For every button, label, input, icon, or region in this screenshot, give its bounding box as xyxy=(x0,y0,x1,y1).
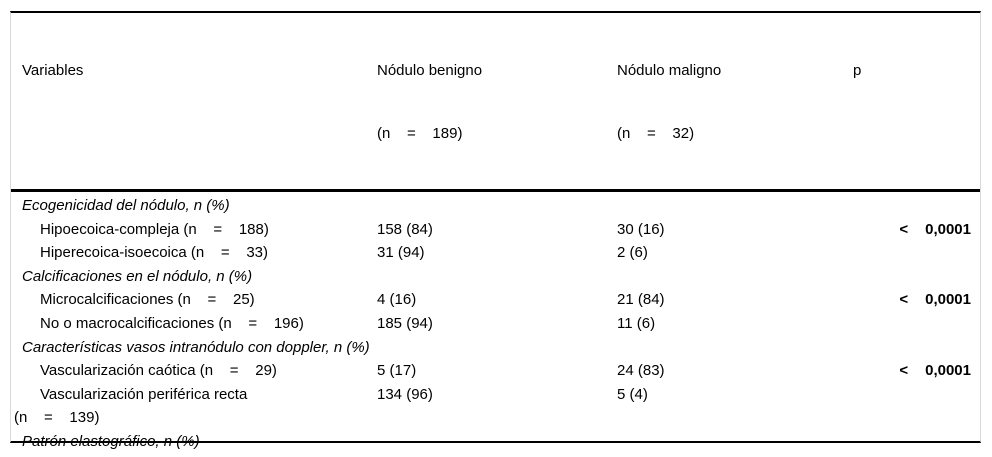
maligno-value: 24 (83) xyxy=(617,362,665,380)
row-label: Vascularización caótica (n = 29) xyxy=(40,362,277,380)
section-label: Ecogenicidad del nódulo, n (%) xyxy=(22,197,230,214)
benigno-value: 37 (55) xyxy=(377,454,617,457)
p-value-cell: <0,0001 xyxy=(842,359,980,383)
column-header-benigno-line1: Nódulo benigno xyxy=(377,62,483,79)
column-header-maligno-line1: Nódulo maligno xyxy=(617,62,722,79)
column-header-benigno-line2: (n = 189) xyxy=(377,125,463,142)
table-row-continuation: (n = 139) xyxy=(11,406,980,430)
less-than-sign: < xyxy=(899,362,909,380)
less-than-sign: < xyxy=(899,454,908,457)
column-header-maligno-line2: (n = 32) xyxy=(617,125,695,142)
maligno-value: 5 (4) xyxy=(617,385,648,403)
benigno-value: 31 (94) xyxy=(377,244,425,262)
maligno-value: 11 (6) xyxy=(617,314,656,332)
table-row: Vascularización caótica (n = 29) 5 (17) … xyxy=(11,359,980,383)
row-label: Vascularización periférica recta xyxy=(40,385,248,403)
column-header-variables: Variables xyxy=(11,18,377,186)
maligno-value: 21 (84) xyxy=(617,291,665,309)
section-row-elastografico: Patrón elastográfico, n (%) xyxy=(11,430,980,454)
maligno-value: 30 (45) xyxy=(617,454,842,457)
column-header-variables-label: Variables xyxy=(22,62,84,79)
less-than-sign: < xyxy=(899,220,909,238)
maligno-value: 30 (16) xyxy=(617,220,665,238)
p-value-cell: <0,0001 xyxy=(842,218,980,242)
section-label: Patrón elastográfico, n (%) xyxy=(22,432,200,450)
row-label: Hipoecoica-compleja (n = 188) xyxy=(40,220,269,238)
table-header-row: Variables Nódulo benigno (n = 189) Nódul… xyxy=(11,13,980,192)
row-label: Microcalcificaciones (n = 25) xyxy=(40,291,255,309)
row-label: No o macrocalcificaciones (n = 196) xyxy=(40,314,304,332)
column-header-p-label: p xyxy=(853,62,862,79)
section-row-ecogenicidad: Ecogenicidad del nódulo, n (%) xyxy=(11,194,980,218)
table-row: Vascularización periférica recta 134 (96… xyxy=(11,383,980,407)
benigno-value: 134 (96) xyxy=(377,385,433,403)
column-header-benigno: Nódulo benigno (n = 189) xyxy=(377,18,617,186)
row-label: Hiperecoica-isoecoica (n = 33) xyxy=(40,244,269,262)
benigno-value: 4 (16) xyxy=(377,291,417,309)
table-row: No o macrocalcificaciones (n = 196) 185 … xyxy=(11,312,980,336)
p-value-cell: <0,0001 xyxy=(842,288,980,312)
table-row: Microcalcificaciones (n = 25) 4 (16) 21 … xyxy=(11,288,980,312)
table-row: Hiperecoica-isoecoica (n = 33) 31 (94) 2… xyxy=(11,241,980,265)
table-row: Hipoecoica-compleja (n = 188) 158 (84) 3… xyxy=(11,218,980,242)
p-value: 0,0001 xyxy=(925,362,971,380)
maligno-value: 2 (6) xyxy=(617,244,648,262)
benigno-value: 185 (94) xyxy=(377,314,433,332)
section-row-doppler: Características vasos intranódulo con do… xyxy=(11,336,980,360)
p-value-cell: <0,0001 xyxy=(842,454,980,457)
less-than-sign: < xyxy=(899,291,909,309)
p-value: 0,0001 xyxy=(925,454,971,457)
section-label: Calcificaciones en el nódulo, n (%) xyxy=(22,267,253,285)
row-label: Tipo III-IV-V (n = 67) xyxy=(11,454,377,457)
benigno-value: 5 (17) xyxy=(377,362,417,380)
p-value: 0,0001 xyxy=(925,291,971,309)
comparison-table: Variables Nódulo benigno (n = 189) Nódul… xyxy=(10,11,981,457)
column-header-maligno: Nódulo maligno (n = 32) xyxy=(617,18,842,186)
table-row: Tipo III-IV-V (n = 67) 37 (55) 30 (45) <… xyxy=(11,454,980,457)
table-body: Ecogenicidad del nódulo, n (%) Hipoecoic… xyxy=(11,192,980,457)
benigno-value: 158 (84) xyxy=(377,220,433,238)
column-header-p: p xyxy=(842,18,980,186)
section-label: Características vasos intranódulo con do… xyxy=(22,338,370,356)
row-label-continuation: (n = 139) xyxy=(14,409,100,427)
section-row-calcificaciones: Calcificaciones en el nódulo, n (%) xyxy=(11,265,980,289)
p-value: 0,0001 xyxy=(925,220,971,238)
